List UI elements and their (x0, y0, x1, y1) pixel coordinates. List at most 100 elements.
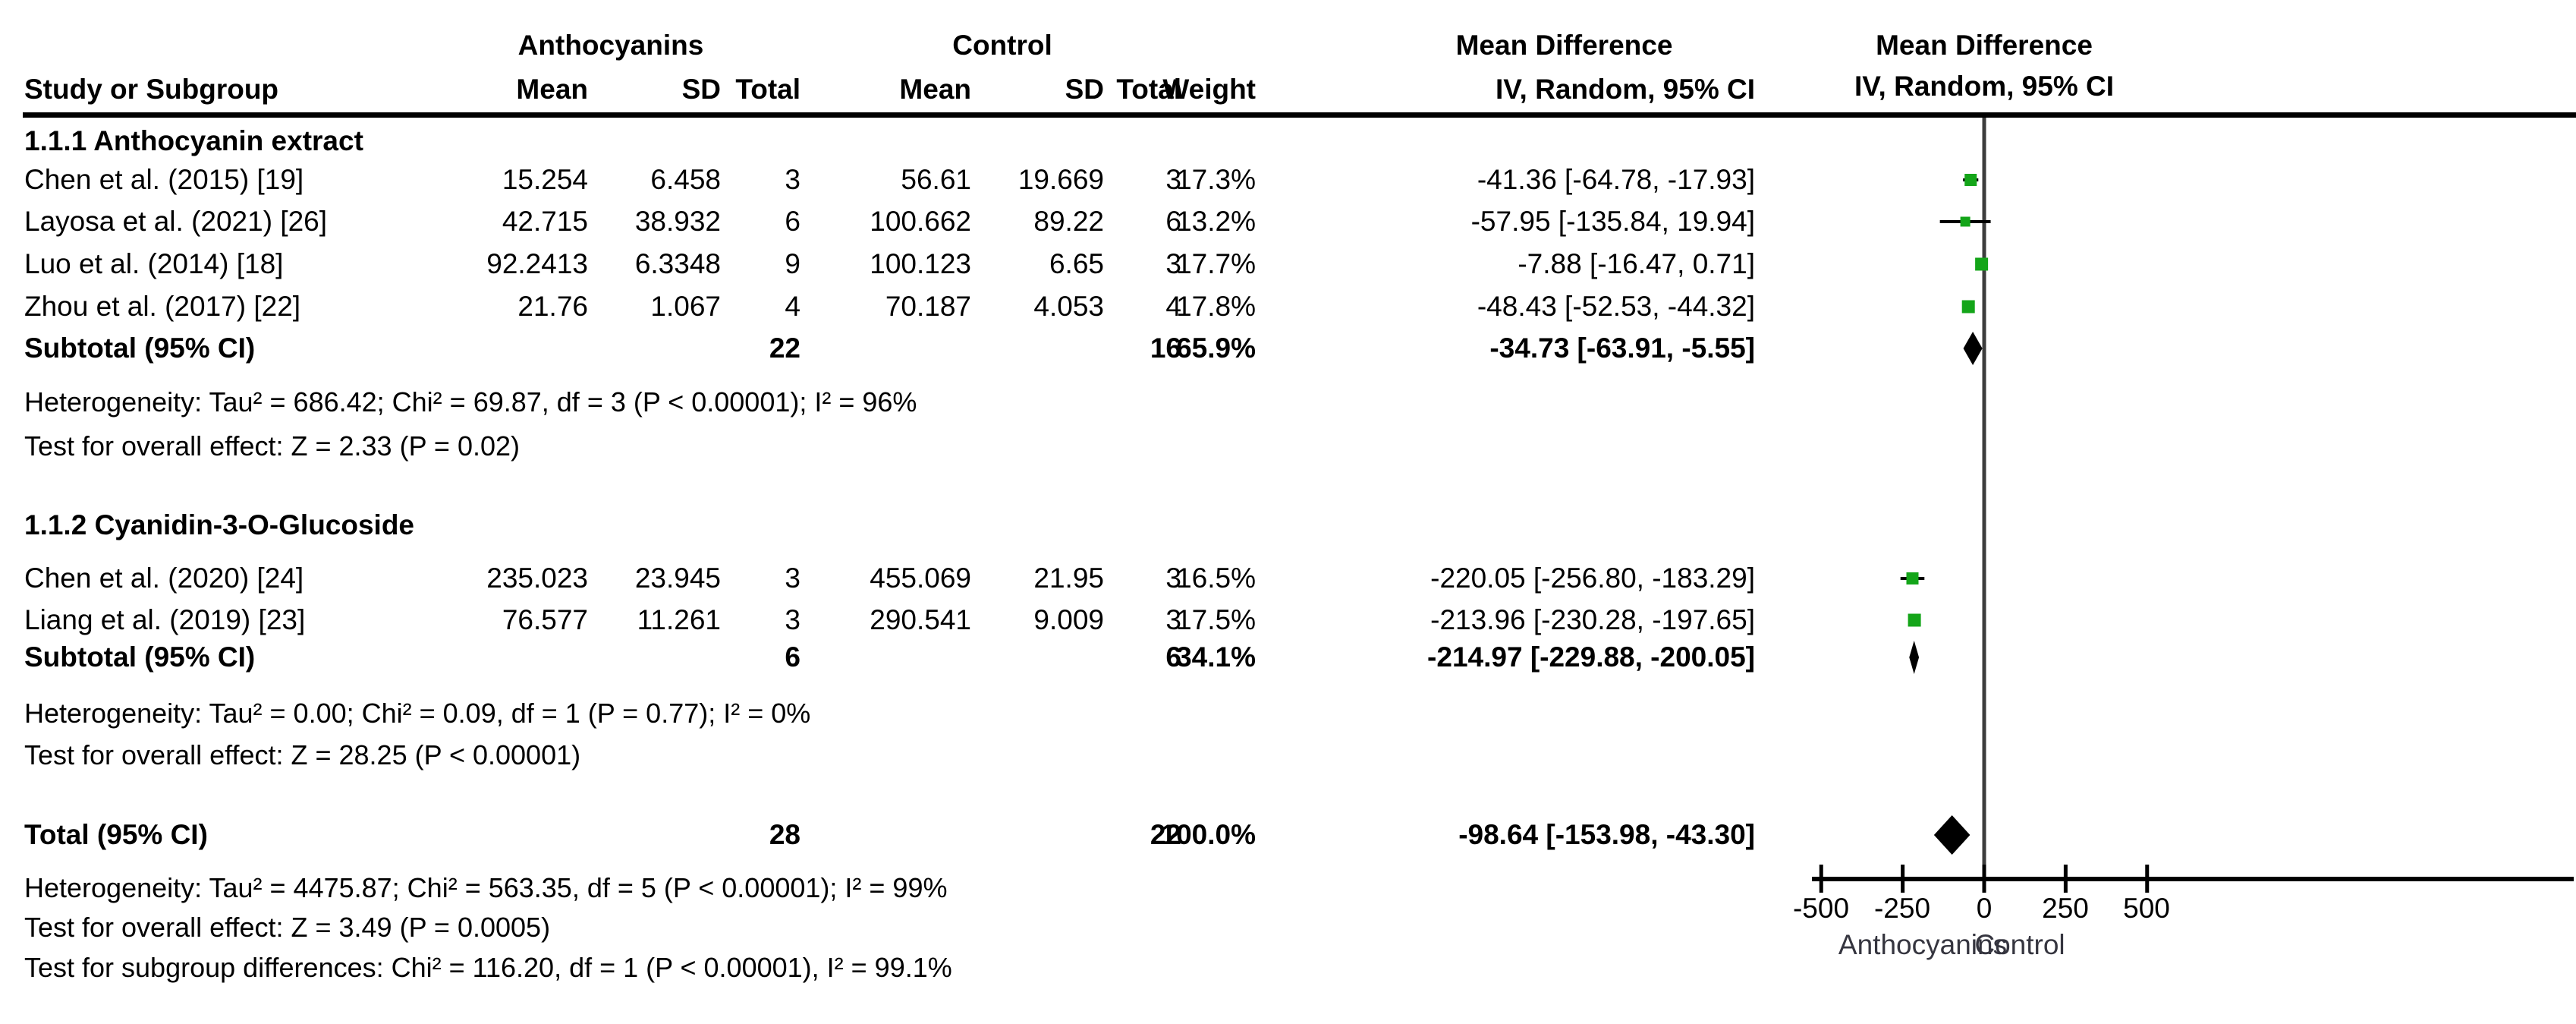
mean-treat: 92.2413 (486, 248, 588, 279)
mean-control: 290.541 (870, 604, 971, 635)
heterogeneity-line: Heterogeneity: Tau² = 686.42; Chi² = 69.… (24, 386, 917, 417)
sd-control: 89.22 (1033, 206, 1104, 237)
n-control: 3 (1165, 248, 1181, 279)
total-label: Total (95% CI) (24, 819, 208, 850)
overall-effect-line: Test for overall effect: Z = 28.25 (P < … (24, 739, 581, 770)
study-label: Chen et al. (2015) [19] (24, 164, 304, 195)
subgroup-differences-line: Test for subgroup differences: Chi² = 11… (24, 952, 952, 983)
col-sd-control: SD (1065, 74, 1104, 105)
n-treat: 4 (785, 291, 800, 322)
ci-text: -48.43 [-52.53, -44.32] (1477, 291, 1755, 322)
subtotal-label: Subtotal (95% CI) (24, 332, 256, 364)
subtotal-diamond (1963, 332, 1983, 365)
n-control: 3 (1165, 562, 1181, 594)
n-treat: 3 (785, 164, 800, 195)
study-label: Chen et al. (2020) [24] (24, 562, 304, 594)
col-total-control: Total (1116, 74, 1181, 105)
mean-treat: 76.577 (502, 604, 588, 635)
total-row: Total (95% CI) 28 22 100.0% -98.64 [-153… (0, 814, 1776, 856)
mean-control: 100.123 (870, 248, 971, 279)
group-header-control: Control (952, 30, 1052, 61)
n-control: 3 (1165, 604, 1181, 635)
axis-tick-label: -250 (1873, 893, 1931, 924)
n-treat: 6 (785, 206, 800, 237)
weight-value: 17.8% (1176, 291, 1256, 322)
mean-control: 56.61 (901, 164, 971, 195)
study-marker (1961, 300, 1975, 314)
mean-treat: 42.715 (502, 206, 588, 237)
ci-text: -98.64 [-153.98, -43.30] (1458, 819, 1755, 850)
n-control: 6 (1165, 641, 1181, 673)
ci-text: -57.95 [-135.84, 19.94] (1470, 206, 1755, 237)
sd-treat: 38.932 (634, 206, 721, 237)
study-marker (1960, 216, 1971, 227)
n-treat: 6 (785, 641, 800, 673)
total-heterogeneity-line: Heterogeneity: Tau² = 4475.87; Chi² = 56… (24, 872, 948, 903)
total-overall-effect-line: Test for overall effect: Z = 3.49 (P = 0… (24, 912, 551, 943)
ci-text: -41.36 [-64.78, -17.93] (1477, 164, 1755, 195)
study-label: Zhou et al. (2017) [22] (24, 291, 301, 322)
study-row: Chen et al. (2015) [19] 15.254 6.458 3 5… (0, 159, 1776, 201)
subgroup-1-header-row: 1.1.1 Anthocyanin extract (0, 120, 1776, 162)
weight-value: 13.2% (1176, 206, 1256, 237)
column-header-row: Study or Subgroup Mean SD Total Mean SD … (0, 68, 1776, 111)
ci-text: -7.88 [-16.47, 0.71] (1518, 248, 1755, 279)
subgroup-2-title: 1.1.2 Cyanidin-3-O-Glucoside (24, 509, 415, 540)
n-treat: 3 (785, 562, 800, 594)
n-control: 4 (1165, 291, 1181, 322)
col-mean-anthocyanins: Mean (516, 74, 588, 105)
weight-value: 65.9% (1176, 332, 1256, 364)
sd-treat: 6.458 (650, 164, 721, 195)
n-control: 6 (1165, 206, 1181, 237)
sd-control: 4.053 (1033, 291, 1104, 322)
axis-tick-label: 500 (2123, 893, 2170, 924)
ci-text: -214.97 [-229.88, -200.05] (1427, 641, 1755, 673)
study-marker (1908, 613, 1921, 627)
mean-control: 100.662 (870, 206, 971, 237)
study-marker (1975, 257, 1989, 271)
mean-treat: 235.023 (486, 562, 588, 594)
col-total-anthocyanins: Total (735, 74, 800, 105)
study-row: Layosa et al. (2021) [26] 42.715 38.932 … (0, 200, 1776, 243)
col-iv-random-ci-plot: IV, Random, 95% CI (1854, 71, 2114, 102)
header-rule (23, 112, 2576, 118)
study-row: Zhou et al. (2017) [22] 21.76 1.067 4 70… (0, 285, 1776, 328)
col-iv-random-ci-text: IV, Random, 95% CI (1495, 74, 1755, 105)
col-mean-control: Mean (899, 74, 971, 105)
col-weight: Weight (1162, 74, 1256, 105)
ci-text: -34.73 [-63.91, -5.55] (1489, 332, 1755, 364)
sd-treat: 11.261 (637, 604, 721, 635)
weight-value: 34.1% (1176, 641, 1256, 673)
sd-treat: 6.3348 (634, 248, 721, 279)
group-header-anthocyanins: Anthocyanins (517, 30, 704, 61)
n-control: 16 (1150, 332, 1181, 364)
ci-text: -213.96 [-230.28, -197.65] (1430, 604, 1755, 635)
study-label: Luo et al. (2014) [18] (24, 248, 284, 279)
subtotal-diamond (1909, 641, 1920, 674)
sd-control: 9.009 (1033, 604, 1104, 635)
favours-right-label: Control (1974, 929, 2065, 960)
favours-left-label: Anthocyanins (1838, 929, 2008, 960)
md-text-column-title: Mean Difference (1455, 30, 1673, 61)
overall-effect-line: Test for overall effect: Z = 2.33 (P = 0… (24, 430, 521, 462)
subtotal-row: Subtotal (95% CI) 22 16 65.9% -34.73 [-6… (0, 327, 1776, 370)
heterogeneity-line: Heterogeneity: Tau² = 0.00; Chi² = 0.09,… (24, 698, 811, 729)
n-treat: 28 (769, 819, 800, 850)
n-control: 3 (1165, 164, 1181, 195)
sd-control: 19.669 (1018, 164, 1104, 195)
weight-value: 17.7% (1176, 248, 1256, 279)
md-plot-column-title: Mean Difference (1876, 30, 2093, 61)
n-treat: 3 (785, 604, 800, 635)
study-row: Chen et al. (2020) [24] 235.023 23.945 3… (0, 557, 1776, 600)
n-treat: 9 (785, 248, 800, 279)
study-marker (1964, 174, 1977, 186)
total-diamond (1933, 815, 1971, 855)
subtotal-label: Subtotal (95% CI) (24, 641, 256, 673)
col-sd-anthocyanins: SD (681, 74, 721, 105)
weight-value: 17.3% (1176, 164, 1256, 195)
axis-tick-label: -500 (1792, 893, 1850, 924)
mean-treat: 15.254 (502, 164, 588, 195)
subgroup-2-header-row: 1.1.2 Cyanidin-3-O-Glucoside (0, 504, 1776, 547)
